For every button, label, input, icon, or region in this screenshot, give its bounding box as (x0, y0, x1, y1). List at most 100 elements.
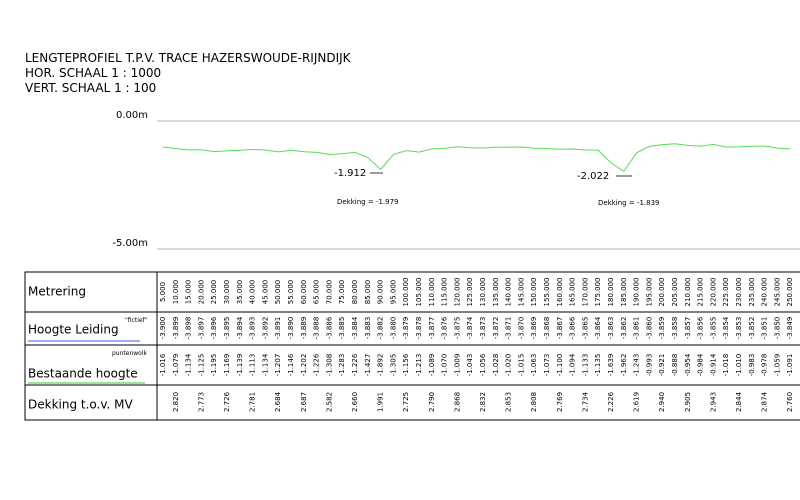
cell-value: -3.891 (274, 317, 282, 340)
cell-value: -1.134 (185, 353, 193, 376)
cell-value: 125.000 (466, 278, 474, 307)
cell-value: -1.243 (633, 354, 641, 377)
cell-value: -1.892 (377, 354, 385, 377)
cell-value: -1.305 (389, 354, 397, 377)
cell-value: -0.984 (697, 353, 705, 376)
cell-value: -3.880 (389, 317, 397, 340)
cell-value: -1.020 (505, 354, 513, 377)
cell-value: -3.878 (415, 317, 423, 340)
cell-value: -3.895 (223, 317, 231, 340)
cell-value: -3.882 (377, 317, 385, 340)
cell-value: -3.860 (645, 317, 653, 340)
cell-value: -3.859 (658, 317, 666, 340)
cell-value: -3.893 (249, 317, 257, 340)
cell-value: 15.000 (185, 280, 193, 305)
cell-value: -3.850 (773, 317, 781, 340)
cell-value: 2.687 (300, 392, 308, 412)
cell-value: -1.427 (364, 354, 372, 377)
cell-value: -3.899 (172, 317, 180, 340)
cell-value: -3.857 (684, 317, 692, 340)
cell-value: 100.000 (402, 278, 410, 307)
cell-value: 120.000 (453, 278, 461, 307)
cell-value: -3.853 (735, 317, 743, 340)
cell-value: 2.820 (172, 392, 180, 412)
cell-value: 2.832 (479, 392, 487, 412)
cell-value: 85.000 (364, 280, 372, 305)
cell-value: -1.018 (722, 354, 730, 377)
cell-value: 2.790 (428, 392, 436, 412)
cell-value: -1.156 (402, 353, 410, 376)
row-label: Metrering (28, 285, 86, 299)
cell-value: -3.898 (185, 317, 193, 340)
cell-value: -3.865 (581, 317, 589, 340)
cell-value: -3.856 (697, 316, 705, 339)
cell-value: -3.866 (569, 316, 577, 339)
cell-value: 2.853 (505, 392, 513, 412)
cell-value: -3.877 (428, 317, 436, 340)
cell-value: 110.000 (428, 278, 436, 307)
cell-value: -1.070 (441, 354, 449, 377)
cell-value: 170.000 (581, 278, 589, 307)
cell-value: -1.028 (492, 354, 500, 377)
cell-value: 80.000 (351, 280, 359, 305)
cell-value: -1.059 (773, 354, 781, 377)
cell-value: 2.660 (351, 392, 359, 412)
cell-value: -1.226 (313, 353, 321, 376)
row-label: Hoogte Leiding (28, 323, 119, 337)
cell-value: -1.146 (287, 353, 295, 376)
cell-value: -3.849 (786, 317, 794, 340)
cell-value: -3.892 (261, 317, 269, 340)
dekking-note: Dekking = -1.979 (337, 198, 399, 206)
cell-value: -0.954 (684, 353, 692, 376)
cell-value: 185.000 (620, 278, 628, 307)
cell-value: 2.734 (581, 391, 589, 412)
cell-value: -1.226 (351, 353, 359, 376)
cell-value: 2.905 (684, 392, 692, 412)
row-note: puntenwolk (112, 350, 148, 357)
cell-value: -1.134 (261, 353, 269, 376)
cell-value: 235.000 (748, 278, 756, 307)
cell-value: 220.000 (709, 278, 717, 307)
cell-value: -3.879 (402, 317, 410, 340)
cell-value: 35.000 (236, 280, 244, 305)
cell-value: 1.991 (377, 392, 385, 412)
dekking-note: Dekking = -1.839 (598, 199, 660, 207)
cell-value: 95.000 (389, 280, 397, 305)
cell-value: -3.871 (505, 317, 513, 340)
row-note: "fictief" (125, 317, 148, 324)
cell-value: -3.869 (530, 317, 538, 340)
cell-value: 2.726 (223, 391, 231, 412)
row-label: Bestaande hoogte (28, 367, 138, 381)
cell-value: -1.133 (581, 354, 589, 377)
cell-value: 2.760 (786, 392, 794, 412)
cell-value: -3.852 (748, 317, 756, 340)
cell-value: 155.000 (543, 278, 551, 307)
cell-value: 10.000 (172, 280, 180, 305)
cell-value: -1.010 (735, 354, 743, 377)
cell-value: -3.855 (709, 317, 717, 340)
cell-value: -3.889 (300, 317, 308, 340)
y-tick-label: -5.00m (112, 238, 148, 249)
cell-value: -1.169 (223, 354, 231, 377)
scale-line: VERT. SCHAAL 1 : 100 (25, 81, 156, 95)
cell-value: 240.000 (761, 278, 769, 307)
cell-value: 70.000 (325, 280, 333, 305)
cell-value: -3.888 (313, 317, 321, 340)
cell-value: 75.000 (338, 280, 346, 305)
cell-value: -3.863 (607, 317, 615, 340)
cell-value: -1.113 (249, 354, 257, 377)
cell-value: -3.875 (453, 317, 461, 340)
cell-value: 160.000 (556, 278, 564, 307)
cell-value: -3.883 (364, 317, 372, 340)
cell-value: 150.000 (530, 278, 538, 307)
cell-value: 215.000 (697, 278, 705, 307)
cell-value: 165.000 (569, 278, 577, 307)
cell-value: -1.079 (172, 354, 180, 377)
cell-value: -0.914 (709, 353, 717, 376)
cell-value: 50.000 (274, 280, 282, 305)
cell-value: 40.000 (249, 280, 257, 305)
cell-value: 195.000 (645, 278, 653, 307)
cell-value: 2.769 (556, 392, 564, 412)
cell-value: -1.043 (466, 354, 474, 377)
cell-value: -1.094 (569, 353, 577, 376)
